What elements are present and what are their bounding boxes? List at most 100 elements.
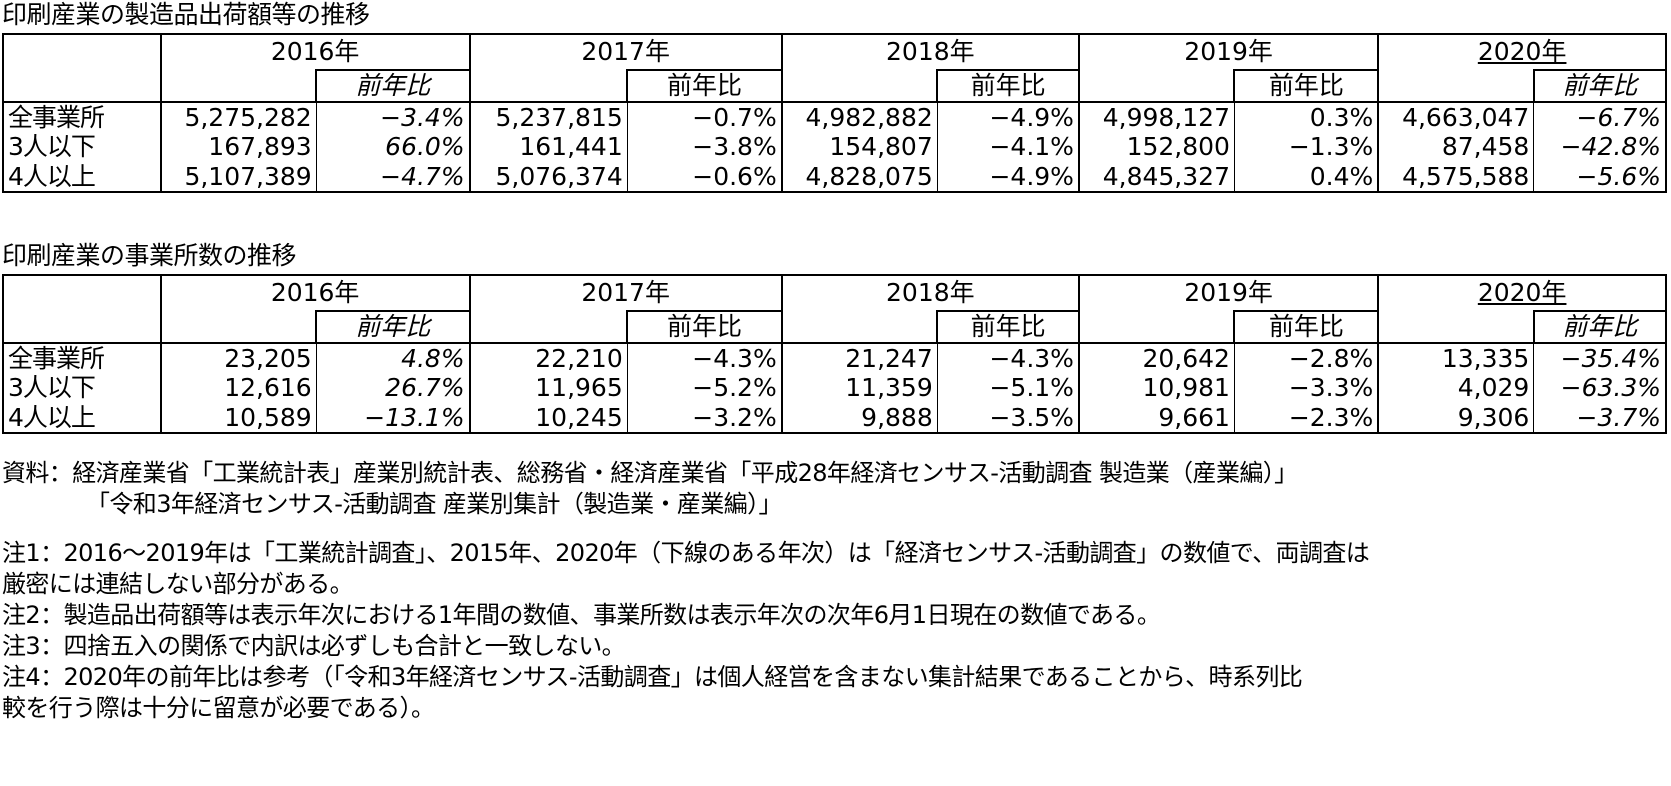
source-line: 資料：経済産業省「工業統計表」産業別統計表、総務省・経済産業省「平成28年経済セ… bbox=[2, 459, 1298, 487]
table-row: 3人以下 167,893 66.0% 161,441 −3.8% 154,807… bbox=[2, 132, 1668, 162]
source-block: 資料：経済産業省「工業統計表」産業別統計表、総務省・経済産業省「平成28年経済セ… bbox=[2, 458, 1298, 520]
source-line: 「令和3年経済センサス‐活動調査 産業別集計（製造業・産業編）」 bbox=[86, 490, 782, 518]
note-4-continued: 較を行う際は十分に留意が必要である）。 bbox=[2, 694, 435, 722]
yoy-cell: −4.9% bbox=[936, 162, 1080, 193]
establishments-table: 2016年 2017年 2018年 2019年 2020年 前年比 前年比 前年… bbox=[2, 274, 1668, 434]
yoy-cell: −13.1% bbox=[315, 403, 471, 434]
note-3: 注3：四捨五入の関係で内訳は必ずしも合計と一致しない。 bbox=[2, 632, 626, 660]
value-cell: 11,965 bbox=[468, 373, 628, 403]
yoy-cell: 0.3% bbox=[1233, 102, 1380, 132]
yoy-header: 前年比 bbox=[315, 310, 471, 344]
corner-cell bbox=[2, 33, 162, 103]
value-cell: 4,828,075 bbox=[780, 162, 938, 193]
yoy-header: 前年比 bbox=[1532, 69, 1668, 103]
note-2: 注2：製造品出荷額等は表示年次における1年間の数値、事業所数は表示年次の次年6月… bbox=[2, 601, 1161, 629]
table-row: 4人以上 10,589 −13.1% 10,245 −3.2% 9,888 −3… bbox=[2, 403, 1668, 434]
value-cell: 10,981 bbox=[1077, 373, 1235, 403]
header-blank bbox=[1077, 70, 1235, 103]
yoy-cell: −0.6% bbox=[626, 162, 783, 193]
yoy-cell: −4.7% bbox=[315, 162, 471, 193]
value-cell: 4,982,882 bbox=[780, 102, 938, 132]
yoy-cell: −3.7% bbox=[1533, 403, 1668, 434]
yoy-cell: 26.7% bbox=[315, 373, 471, 403]
value-cell: 21,247 bbox=[780, 343, 938, 373]
row-label: 4人以上 bbox=[2, 403, 162, 434]
yoy-cell: −5.1% bbox=[936, 373, 1080, 403]
yoy-cell: −5.2% bbox=[626, 373, 783, 403]
value-cell: 152,800 bbox=[1077, 132, 1235, 162]
yoy-header: 前年比 bbox=[1233, 310, 1380, 344]
year-header: 2018年 bbox=[780, 274, 1080, 311]
yoy-cell: −63.3% bbox=[1533, 373, 1668, 403]
header-blank bbox=[159, 311, 317, 344]
yoy-cell: −35.4% bbox=[1533, 343, 1668, 373]
yoy-cell: −3.8% bbox=[626, 132, 783, 162]
yoy-cell: 4.8% bbox=[315, 343, 471, 373]
row-label: 4人以上 bbox=[2, 162, 162, 193]
value-cell: 4,029 bbox=[1377, 373, 1535, 403]
table2-title: 印刷産業の事業所数の推移 bbox=[2, 241, 297, 270]
yoy-header: 前年比 bbox=[936, 310, 1080, 344]
corner-cell bbox=[2, 274, 162, 344]
header-blank bbox=[468, 70, 628, 103]
header-blank bbox=[159, 70, 317, 103]
value-cell: 5,107,389 bbox=[159, 162, 317, 193]
yoy-header: 前年比 bbox=[626, 310, 783, 344]
yoy-header: 前年比 bbox=[1233, 69, 1380, 103]
year-header: 2019年 bbox=[1077, 33, 1380, 70]
value-cell: 22,210 bbox=[468, 343, 628, 373]
value-cell: 87,458 bbox=[1377, 132, 1535, 162]
header-blank bbox=[1377, 311, 1534, 344]
value-cell: 23,205 bbox=[159, 343, 317, 373]
row-label: 3人以下 bbox=[2, 132, 162, 162]
year-header: 2019年 bbox=[1077, 274, 1380, 311]
value-cell: 5,237,815 bbox=[468, 102, 628, 132]
note-1: 注1：2016～2019年は「工業統計調査」、2015年、2020年（下線のある… bbox=[2, 539, 1370, 567]
yoy-header: 前年比 bbox=[936, 69, 1080, 103]
table-row: 4人以上 5,107,389 −4.7% 5,076,374 −0.6% 4,8… bbox=[2, 162, 1668, 193]
year-header: 2016年 bbox=[159, 33, 471, 70]
value-cell: 4,998,127 bbox=[1077, 102, 1235, 132]
yoy-cell: −3.4% bbox=[315, 102, 471, 132]
note-4: 注4：2020年の前年比は参考（「令和3年経済センサス‐活動調査」は個人経営を含… bbox=[2, 663, 1303, 691]
year-header: 2018年 bbox=[780, 33, 1080, 70]
yoy-cell: 66.0% bbox=[315, 132, 471, 162]
year-header: 2016年 bbox=[159, 274, 471, 311]
year-header: 2020年 bbox=[1377, 33, 1667, 70]
value-cell: 5,076,374 bbox=[468, 162, 628, 193]
year-header: 2020年 bbox=[1377, 274, 1667, 311]
value-cell: 167,893 bbox=[159, 132, 317, 162]
yoy-cell: −5.6% bbox=[1533, 162, 1668, 193]
value-cell: 9,888 bbox=[780, 403, 938, 434]
value-cell: 10,589 bbox=[159, 403, 317, 434]
yoy-cell: −42.8% bbox=[1533, 132, 1668, 162]
notes-block: 注1：2016～2019年は「工業統計調査」、2015年、2020年（下線のある… bbox=[2, 538, 1370, 724]
value-cell: 9,661 bbox=[1077, 403, 1235, 434]
year-header-underlined: 2020年 bbox=[1477, 37, 1567, 66]
yoy-header: 前年比 bbox=[1532, 310, 1668, 344]
yoy-cell: −2.3% bbox=[1233, 403, 1380, 434]
yoy-cell: −4.1% bbox=[936, 132, 1080, 162]
table1-title: 印刷産業の製造品出荷額等の推移 bbox=[2, 0, 370, 29]
header-blank bbox=[468, 311, 628, 344]
yoy-cell: −1.3% bbox=[1233, 132, 1380, 162]
table-row: 全事業所 23,205 4.8% 22,210 −4.3% 21,247 −4.… bbox=[2, 343, 1668, 373]
value-cell: 12,616 bbox=[159, 373, 317, 403]
row-label: 全事業所 bbox=[2, 343, 162, 373]
yoy-cell: 0.4% bbox=[1233, 162, 1380, 193]
note-1-continued: 厳密には連結しない部分がある。 bbox=[2, 570, 354, 598]
yoy-cell: −3.3% bbox=[1233, 373, 1380, 403]
yoy-cell: −3.2% bbox=[626, 403, 783, 434]
row-label: 全事業所 bbox=[2, 102, 162, 132]
yoy-cell: −2.8% bbox=[1233, 343, 1380, 373]
header-blank bbox=[1077, 311, 1235, 344]
value-cell: 154,807 bbox=[780, 132, 938, 162]
yoy-cell: −3.5% bbox=[936, 403, 1080, 434]
yoy-header: 前年比 bbox=[315, 69, 471, 103]
yoy-cell: −4.3% bbox=[936, 343, 1080, 373]
value-cell: 11,359 bbox=[780, 373, 938, 403]
yoy-cell: −0.7% bbox=[626, 102, 783, 132]
value-cell: 4,845,327 bbox=[1077, 162, 1235, 193]
table-row: 全事業所 5,275,282 −3.4% 5,237,815 −0.7% 4,9… bbox=[2, 102, 1668, 132]
